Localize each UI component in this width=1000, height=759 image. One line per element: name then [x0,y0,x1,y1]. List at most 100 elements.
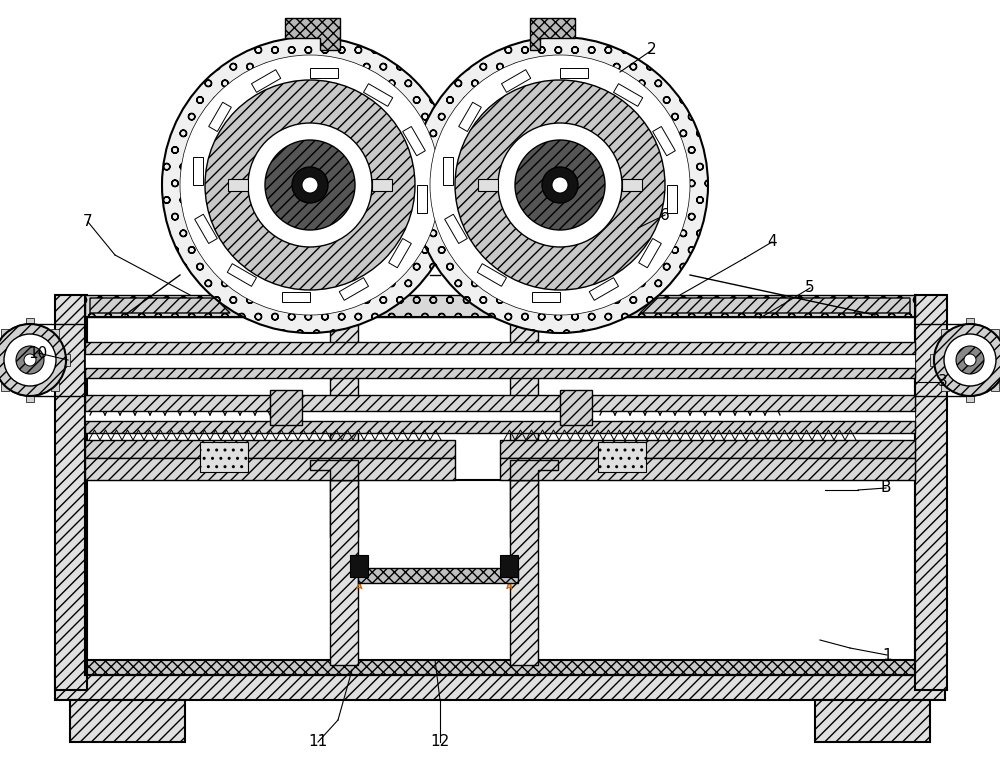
Polygon shape [417,185,427,213]
Polygon shape [640,298,910,313]
Bar [1,380,9,392]
Bar [330,317,358,537]
Bar [815,700,930,742]
Polygon shape [195,214,217,244]
Bar [85,342,915,354]
Text: 3: 3 [938,374,948,389]
Polygon shape [193,157,203,185]
Bar [991,380,999,392]
Circle shape [292,167,328,203]
Bar [510,317,538,537]
Circle shape [498,123,622,247]
Bar [55,675,945,700]
Polygon shape [639,238,661,268]
Bar [966,318,974,330]
Bar [200,442,248,472]
Polygon shape [389,238,411,268]
Bar [55,295,87,690]
Bar [350,555,368,577]
Bar [500,458,915,480]
Polygon shape [310,460,358,480]
Bar [941,329,949,341]
Circle shape [412,37,708,333]
Polygon shape [403,127,425,156]
Circle shape [956,346,984,374]
Bar [478,179,498,191]
Bar [270,390,302,425]
Bar [55,660,945,675]
Polygon shape [282,292,310,302]
Polygon shape [227,263,256,286]
Circle shape [0,324,66,396]
Polygon shape [510,460,558,480]
Circle shape [248,123,372,247]
Circle shape [180,55,440,315]
Circle shape [552,177,568,193]
Text: 4: 4 [767,235,777,250]
Bar [85,458,455,480]
Polygon shape [532,292,560,302]
Bar [51,329,59,341]
Circle shape [205,80,415,290]
Circle shape [455,80,665,290]
Polygon shape [459,102,481,131]
Bar [966,390,974,402]
Bar [598,442,646,472]
Text: A: A [506,582,512,591]
Bar [915,295,947,690]
Polygon shape [339,278,368,301]
Text: 11: 11 [308,735,328,749]
Bar [85,354,915,368]
Polygon shape [90,298,230,313]
Text: 6: 6 [660,207,670,222]
Circle shape [302,177,318,193]
Bar [62,354,70,366]
Polygon shape [285,18,340,50]
Text: 7: 7 [83,215,93,229]
Circle shape [430,55,690,315]
Bar [991,329,999,341]
Circle shape [944,334,996,386]
Bar [26,318,34,330]
Bar [330,480,358,665]
Circle shape [542,167,578,203]
Polygon shape [501,70,531,93]
Bar [358,568,518,583]
Text: 1: 1 [882,647,892,663]
Polygon shape [667,185,677,213]
Circle shape [24,354,36,366]
Circle shape [16,346,44,374]
Circle shape [515,140,605,230]
Bar [1,329,9,341]
Bar [70,700,185,742]
Text: 10: 10 [28,345,48,361]
Bar [51,380,59,392]
Bar [85,421,915,433]
Polygon shape [251,70,281,93]
Polygon shape [530,18,575,50]
Text: A: A [356,582,362,591]
Bar [85,395,915,411]
Circle shape [4,334,56,386]
Circle shape [265,140,355,230]
Polygon shape [364,83,393,106]
Polygon shape [589,278,618,301]
Text: 2: 2 [647,43,657,58]
Text: 5: 5 [805,281,815,295]
Polygon shape [209,102,231,131]
Circle shape [934,324,1000,396]
Bar [85,295,915,317]
Polygon shape [653,127,675,156]
Bar [930,354,938,366]
Bar [372,179,392,191]
Polygon shape [443,157,453,185]
Bar [510,480,538,665]
Bar [85,440,455,458]
Bar [500,555,518,577]
Bar [941,380,949,392]
Text: 12: 12 [430,735,450,749]
Bar [622,179,642,191]
Bar [228,179,248,191]
Circle shape [162,37,458,333]
Bar [85,411,915,421]
